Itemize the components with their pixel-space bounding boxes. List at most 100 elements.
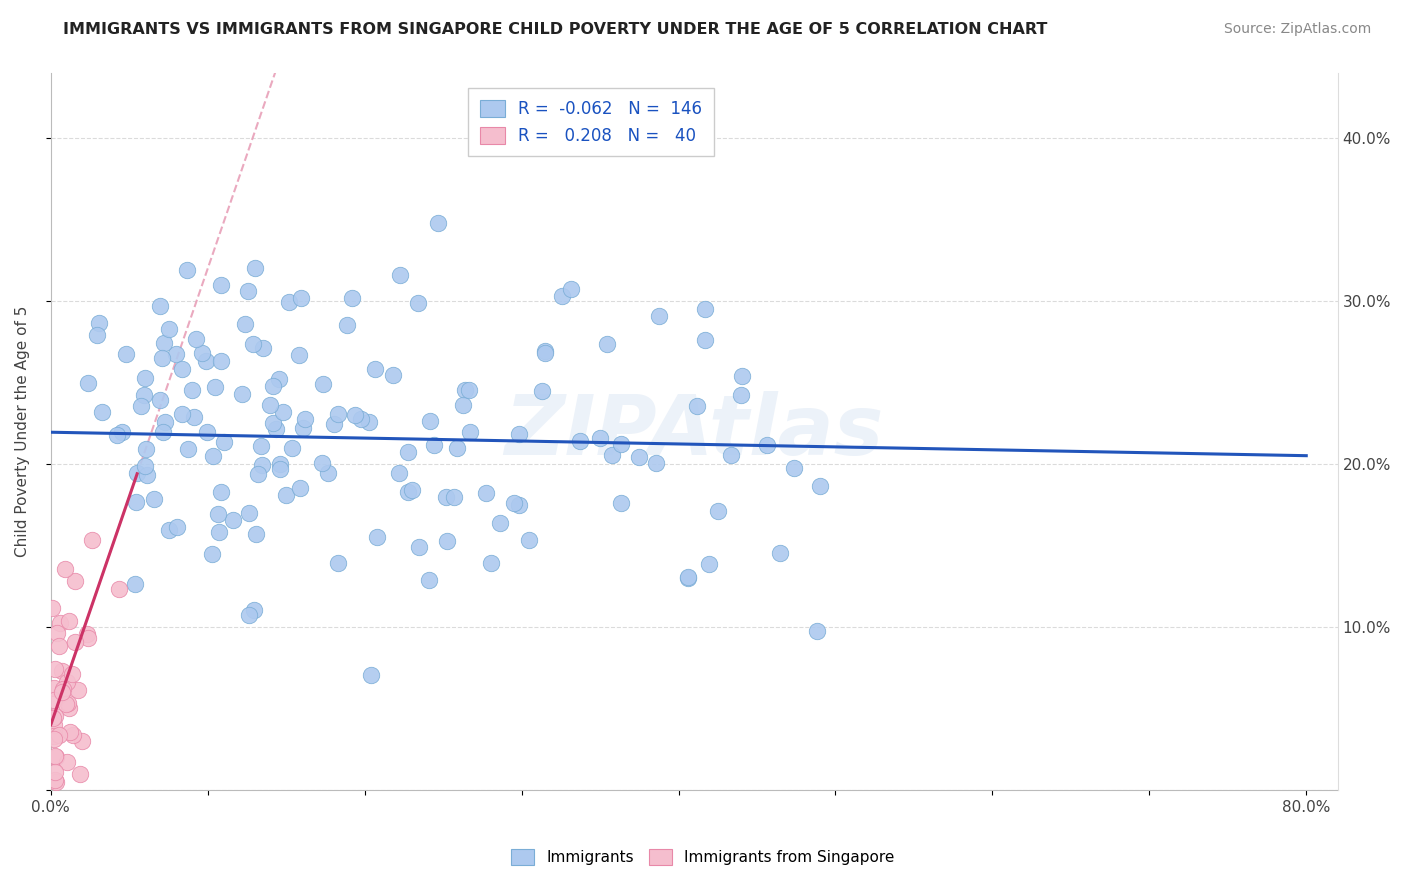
Point [534,343,557,358]
Point [288,348,311,362]
Point [693,302,716,317]
Point [247,467,270,481]
Point [152,425,174,440]
Point [149,393,172,408]
Point [288,481,311,495]
Point [170,362,193,376]
Point [46,626,69,640]
Point [186,332,208,346]
Point [475,486,498,500]
Point [149,299,172,313]
Point [48,728,70,742]
Point [706,504,728,518]
Point [195,425,218,439]
Point [105,428,128,442]
Point [366,530,388,544]
Point [44,773,66,788]
Y-axis label: Child Poverty Under the Age of 5: Child Poverty Under the Age of 5 [15,306,30,558]
Point [519,533,541,548]
Point [238,506,260,520]
Point [76,627,98,641]
Point [342,292,364,306]
Point [59,725,82,739]
Point [42,681,65,695]
Point [550,289,572,303]
Point [125,466,148,480]
Point [194,353,217,368]
Point [170,408,193,422]
Point [135,442,157,457]
Point [479,556,502,570]
Point [238,607,260,622]
Point [245,526,267,541]
Point [396,445,419,459]
Point [209,354,232,368]
Point [269,372,291,386]
Point [609,437,631,451]
Point [720,448,742,462]
Point [44,708,66,723]
Point [183,409,205,424]
Point [42,731,65,746]
Point [51,684,73,698]
Point [419,414,441,428]
Point [686,399,709,413]
Point [42,693,65,707]
Point [62,728,84,742]
Point [336,318,359,332]
Point [243,261,266,276]
Point [124,577,146,591]
Point [436,534,458,549]
Point [259,398,281,412]
Point [280,441,302,455]
Point [262,379,284,393]
Point [408,540,430,554]
Point [135,467,157,482]
Point [731,369,754,384]
Point [600,448,623,462]
Point [406,296,429,310]
Point [177,442,200,456]
Point [89,317,111,331]
Point [806,624,828,638]
Point [458,425,481,439]
Point [454,384,477,398]
Point [359,415,381,429]
Point [756,438,779,452]
Point [323,417,346,431]
Point [569,434,592,449]
Text: Source: ZipAtlas.com: Source: ZipAtlas.com [1223,22,1371,37]
Point [364,362,387,376]
Point [695,333,717,347]
Point [278,295,301,310]
Point [63,574,86,588]
Point [436,490,458,504]
Point [52,682,75,697]
Point [157,322,180,336]
Point [508,498,530,512]
Point [236,284,259,298]
Point [316,466,339,480]
Point [647,309,669,323]
Point [44,765,66,780]
Point [55,697,77,711]
Point [311,456,333,470]
Point [55,756,77,770]
Point [70,734,93,748]
Point [58,614,80,628]
Point [155,415,177,429]
Point [676,571,699,585]
Point [42,711,65,725]
Point [381,368,404,383]
Point [534,345,557,359]
Point [560,282,582,296]
Point [45,750,67,764]
Point [209,484,232,499]
Point [41,601,63,615]
Point [343,408,366,422]
Point [42,729,65,743]
Point [610,496,633,510]
Point [44,717,66,731]
Point [269,462,291,476]
Point [503,496,526,510]
